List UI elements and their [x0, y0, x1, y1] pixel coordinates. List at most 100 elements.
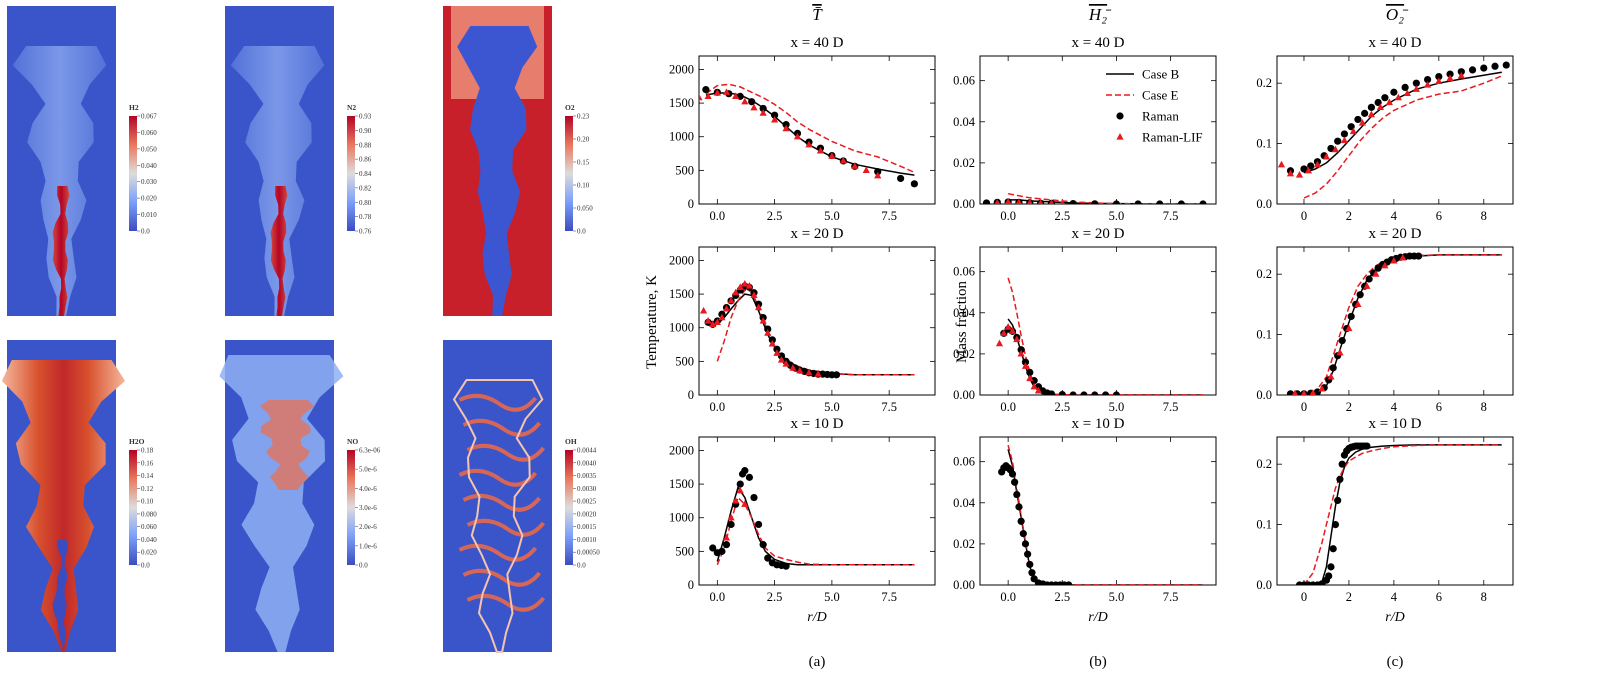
raman-point [759, 104, 767, 113]
raman-lif-point [1295, 171, 1304, 178]
plot-frame [1276, 246, 1514, 396]
colorbar-tick-label: 0.86 [359, 156, 372, 164]
legend-swatch-raman [1116, 112, 1124, 120]
y-tick-label: 0.02 [953, 347, 975, 361]
colorbar-tick-label: 0.80 [359, 199, 372, 207]
y-tick-label: 0.2 [1256, 267, 1272, 281]
colorbar-tick-label: 0.0 [141, 228, 150, 236]
column-title: T̄ [812, 5, 823, 24]
raman-lif-point [1390, 256, 1398, 264]
raman-point [910, 180, 918, 188]
raman-point [1347, 312, 1355, 321]
raman-point [1058, 390, 1066, 395]
series-group [1295, 442, 1502, 585]
raman-lif-point [722, 88, 731, 95]
contour-panel-h2: H20.067 0.060 0.050 0.040 0.030 0.020 0.010 0.0 [7, 6, 157, 316]
raman-point [832, 371, 841, 379]
raman-lif-point [1286, 169, 1295, 177]
y-tick-label: 0.1 [1256, 328, 1272, 342]
x-tick-label: 4 [1391, 209, 1398, 223]
raman-point [764, 554, 772, 562]
raman-point [1080, 391, 1088, 395]
raman-point [1011, 478, 1019, 486]
raman-lif-point [1358, 119, 1367, 126]
y-tick-label: 0.0 [1256, 388, 1272, 402]
raman-lif-point [782, 124, 790, 132]
colorbar [129, 450, 137, 565]
y-tick-label: 2000 [669, 253, 694, 267]
raman-lif-point [727, 513, 735, 521]
subplot: x = 40 D 0 500 1000 1500 2000 0.0 2.5 5.0 7.5 [669, 35, 936, 223]
plot-frame [1276, 55, 1514, 205]
raman-lif-point [874, 171, 882, 179]
case-b-line [716, 293, 915, 376]
colorbar-tick-label: 0.0010 [577, 536, 597, 544]
y-tick-label: 500 [675, 354, 694, 368]
raman-point [1338, 460, 1346, 468]
x-tick-label: 7.5 [1163, 590, 1179, 604]
raman-point [1069, 391, 1077, 395]
x-tick-label: 2.5 [767, 209, 783, 223]
raman-lif-point [745, 282, 754, 289]
raman-point [1363, 442, 1371, 450]
y-tick-label: 1500 [669, 96, 694, 110]
raman-point [1021, 358, 1030, 366]
x-axis-label: r/D [1088, 610, 1107, 625]
colorbar-tick-label: 0.18 [141, 447, 154, 455]
series-group [699, 83, 918, 188]
raman-point [1028, 569, 1036, 577]
raman-lif-point [816, 146, 825, 154]
raman-point [709, 544, 717, 552]
raman-point [1401, 83, 1409, 92]
y-tick-label: 0 [688, 578, 694, 592]
o2-depleted-plume [457, 26, 538, 316]
contour-panels: H20.067 0.060 0.050 0.040 0.030 0.020 0.010 0.0… [1, 6, 600, 653]
raman-point [1356, 291, 1364, 299]
raman-lif-point [1345, 324, 1353, 332]
raman-lif-point [777, 356, 786, 363]
oh-flame-sheet [458, 543, 538, 562]
raman-lif-point [1008, 327, 1017, 334]
raman-lif-point [805, 140, 813, 148]
raman-lif-point [814, 370, 822, 377]
raman-lif-point [1000, 329, 1008, 336]
raman-point [1412, 79, 1420, 87]
raman-lif-point [736, 283, 744, 290]
series-group [1286, 252, 1502, 395]
raman-point [782, 562, 790, 570]
fuel-core [52, 540, 69, 652]
raman-lif-point [727, 296, 735, 304]
colorbar-tick-label: 0.050 [577, 205, 593, 213]
y-tick-label: 0.1 [1256, 518, 1272, 532]
y-tick-label: 0.0 [1256, 197, 1272, 211]
x-tick-label: 2.5 [1054, 400, 1070, 414]
raman-point [1334, 496, 1342, 505]
plot-frame [698, 246, 936, 396]
series-group [998, 445, 1203, 585]
colorbar-tick-label: 0.84 [359, 170, 372, 178]
raman-point [736, 480, 744, 488]
colorbar-tick-label: 0.93 [359, 113, 372, 121]
raman-point [1017, 346, 1025, 354]
raman-point [702, 86, 710, 94]
subplot: x = 10 D 0.0 0.1 0.2 0 2 4 6 8 [1256, 416, 1514, 604]
case-e-line [716, 289, 915, 376]
case-b-line [1304, 444, 1502, 585]
raman-point [768, 336, 776, 344]
raman-lif-point [732, 288, 740, 296]
colorbar-tick-label: 0.040 [141, 536, 157, 544]
raman-lif-point [732, 92, 740, 99]
y-tick-label: 0 [688, 388, 694, 402]
y-tick-label: 1000 [669, 130, 694, 144]
y-tick-label: 0.00 [953, 197, 975, 211]
raman-lif-point [1446, 74, 1454, 81]
raman-lif-point [995, 339, 1004, 347]
colorbar-tick-label: 0.067 [141, 113, 157, 121]
colorbar-tick-label: 0.20 [577, 136, 590, 144]
oh-flame-sheet [458, 393, 538, 412]
raman-lif-point [736, 486, 744, 494]
panel-letter: (a) [809, 654, 826, 670]
colorbar-tick-label: 0.88 [359, 141, 372, 149]
legend-label: Raman-LIF [1142, 130, 1203, 145]
